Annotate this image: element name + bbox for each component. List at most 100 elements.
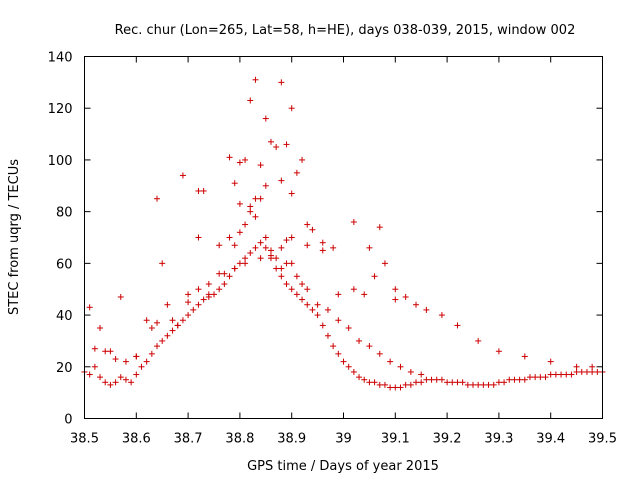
data-point (283, 260, 290, 267)
data-point (309, 226, 316, 233)
data-point (195, 234, 202, 241)
data-point (578, 368, 585, 375)
data-point (102, 379, 109, 386)
data-point (340, 358, 347, 365)
data-point (278, 177, 285, 184)
data-point (511, 376, 518, 383)
data-point (216, 286, 223, 293)
data-point (247, 208, 254, 215)
data-point (423, 376, 430, 383)
data-point (97, 325, 104, 331)
data-point (387, 358, 394, 365)
data-point (242, 260, 249, 267)
data-point (185, 299, 192, 306)
data-point (433, 376, 440, 383)
data-point (190, 306, 197, 313)
data-point (304, 301, 311, 308)
data-point (558, 371, 565, 378)
x-tick-label: 38.9 (277, 432, 306, 447)
data-point (242, 221, 249, 228)
data-point (159, 260, 166, 267)
x-tick-label: 39.2 (433, 432, 462, 447)
data-point (117, 374, 124, 381)
data-point (314, 312, 321, 319)
data-point (278, 273, 285, 280)
y-tick-label: 40 (56, 309, 73, 324)
data-point (304, 286, 311, 293)
x-tick-label: 39.5 (588, 432, 617, 447)
data-point (526, 374, 533, 381)
data-point (366, 343, 373, 350)
data-point (324, 332, 331, 339)
data-point (293, 273, 300, 280)
data-point (211, 291, 217, 298)
data-point (381, 260, 388, 267)
data-point (299, 281, 306, 288)
data-point (102, 348, 109, 355)
data-point (174, 322, 181, 329)
data-point (288, 234, 295, 241)
data-point (335, 350, 342, 357)
data-point (376, 381, 383, 388)
x-tick-label: 39.1 (381, 432, 410, 447)
data-point (319, 322, 326, 329)
data-point (516, 376, 523, 383)
x-tick-label: 39 (335, 432, 352, 447)
data-point (117, 293, 124, 300)
data-point (356, 374, 363, 381)
data-point (356, 337, 363, 344)
data-point (319, 239, 326, 246)
data-point (226, 154, 233, 161)
data-point (86, 304, 93, 311)
data-point (154, 343, 161, 350)
data-point (454, 322, 461, 329)
data-point (278, 265, 285, 272)
y-axis-title: STEC from uqrg / TECUs (7, 159, 22, 315)
data-point (449, 379, 456, 386)
data-point (247, 97, 254, 104)
data-point (547, 358, 554, 365)
data-point (495, 348, 502, 355)
data-point (216, 242, 223, 249)
y-tick-label: 20 (56, 361, 73, 376)
data-point (236, 229, 243, 236)
data-point (299, 296, 306, 303)
data-point (407, 368, 414, 375)
data-point (454, 379, 461, 386)
data-point (252, 76, 259, 83)
data-point (547, 371, 554, 378)
data-point (143, 358, 150, 365)
data-point (236, 159, 243, 166)
data-point (428, 376, 435, 383)
tick-labels: 38.5 38.6 38.7 38.8 38.9 39 39.1 39.2 39.3 39.4 39… (48, 51, 617, 447)
data-point (402, 381, 409, 388)
data-point (423, 306, 430, 313)
data-point (459, 379, 466, 386)
data-point (532, 374, 539, 381)
data-point (335, 291, 342, 298)
data-point (236, 260, 243, 267)
data-point (371, 379, 378, 386)
data-point (330, 343, 337, 350)
x-tick-label: 38.6 (122, 432, 151, 447)
data-point (231, 242, 238, 249)
data-point (413, 379, 420, 386)
x-tick-label: 39.4 (536, 432, 565, 447)
data-point (164, 301, 171, 308)
data-points (81, 76, 606, 391)
data-point (335, 317, 342, 324)
data-point (242, 255, 249, 262)
data-point (247, 250, 254, 257)
data-point (283, 237, 290, 244)
data-point (376, 350, 383, 357)
data-point (112, 356, 119, 363)
data-point (506, 376, 513, 383)
data-point (345, 325, 352, 331)
data-point (221, 281, 228, 288)
data-point (169, 317, 176, 324)
data-point (495, 379, 502, 386)
data-point (267, 252, 274, 259)
data-point (159, 337, 166, 344)
data-point (133, 371, 140, 378)
data-point (195, 187, 202, 194)
